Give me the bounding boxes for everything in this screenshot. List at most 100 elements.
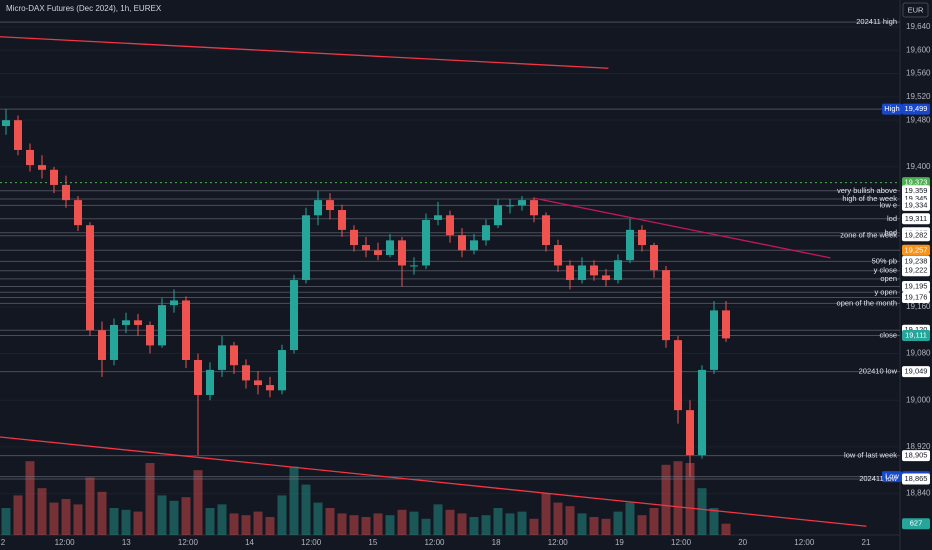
price-tag: [882, 103, 902, 115]
volume-bar: [1, 508, 11, 535]
candle-body: [350, 229, 358, 246]
x-tick-label: 12:00: [178, 538, 199, 547]
volume-bar: [13, 495, 23, 535]
candle-body: [230, 345, 238, 366]
price-box: [902, 265, 930, 277]
candle-body: [290, 280, 298, 351]
volume-box: [902, 518, 930, 530]
level-label: y close: [874, 266, 897, 275]
trendline: [0, 36, 609, 69]
volume-bar: [121, 509, 131, 535]
level-label: hod: [884, 228, 897, 237]
x-tick-label: 15: [368, 538, 377, 547]
volume-bar: [277, 495, 287, 535]
candle-body: [62, 184, 70, 201]
price-box: [902, 199, 930, 211]
candle-body: [446, 215, 454, 236]
y-tick-label: 19,560: [906, 69, 931, 78]
candle-body: [206, 369, 214, 395]
y-tick-label: 19,400: [906, 162, 931, 171]
candle-body: [2, 120, 10, 127]
candle-body: [362, 245, 370, 251]
candles-layer: [2, 109, 730, 477]
volume-bar: [85, 477, 95, 535]
volume-bar: [613, 511, 623, 535]
candle-body: [110, 324, 118, 360]
price-box: [902, 230, 930, 242]
volume-bar: [457, 513, 467, 535]
y-tick-label: 18,920: [906, 442, 931, 451]
volume-bar: [37, 488, 47, 535]
candle-body: [422, 219, 430, 266]
volume-bar: [97, 491, 107, 535]
price-box-label: 19,111: [905, 330, 927, 339]
price-box-label: 18,865: [905, 474, 928, 483]
y-tick-label: 19,480: [906, 115, 931, 124]
candle-body: [674, 340, 682, 411]
volume-bar: [553, 502, 563, 535]
volume-bar: [193, 470, 203, 535]
volume-bar: [721, 523, 731, 535]
price-box: [902, 103, 930, 115]
candle-body: [566, 265, 574, 281]
volume-bar: [445, 509, 455, 535]
candle-body: [146, 324, 154, 346]
candle-body: [98, 330, 106, 360]
level-label: 202410 low: [859, 367, 898, 376]
candle-body: [302, 215, 310, 281]
volume-bar: [517, 511, 527, 535]
x-tick-label: 12:00: [301, 538, 322, 547]
volume-bar: [61, 499, 71, 535]
level-label: 202411 high: [856, 17, 897, 26]
candle-body: [518, 200, 526, 206]
volume-bar: [133, 511, 143, 535]
volume-bar: [253, 511, 263, 535]
candle-body: [710, 310, 718, 370]
chart-title: Micro-DAX Futures (Dec 2024), 1h, EUREX: [6, 4, 162, 13]
level-label: lod: [887, 214, 897, 223]
volume-bar: [289, 466, 299, 535]
x-tick-label: 21: [862, 538, 871, 547]
volume-bar: [241, 515, 251, 535]
candle-body: [26, 149, 34, 166]
price-box: [902, 450, 930, 462]
trendline: [535, 197, 831, 259]
level-label: high of the week: [842, 194, 897, 203]
y-tick-label: 18,840: [906, 489, 931, 498]
candle-body: [662, 270, 670, 341]
level-label: open of the month: [837, 298, 897, 307]
candle-body: [122, 320, 130, 325]
y-tick-label: 19,160: [906, 302, 931, 311]
volume-bar: [205, 508, 215, 535]
volume-bar: [181, 497, 191, 535]
candle-body: [194, 359, 202, 395]
volume-bar: [109, 508, 119, 535]
volume-bar: [673, 461, 683, 535]
price-tag-label: High: [884, 104, 899, 113]
level-label: zone of the week: [840, 231, 897, 240]
y-tick-label: 19,000: [906, 395, 931, 404]
price-box: [902, 473, 930, 485]
y-tick-label: 19,520: [906, 92, 931, 101]
volume-bar: [265, 517, 275, 535]
candle-body: [398, 240, 406, 266]
price-box-label: 18,905: [905, 451, 928, 460]
trendlines-layer: [0, 36, 867, 527]
price-box-label: 19,257: [905, 245, 928, 254]
volume-bar: [421, 518, 431, 535]
volume-bar: [685, 463, 695, 535]
candle-body: [86, 225, 94, 331]
candle-body: [170, 300, 178, 306]
volume-bar: [637, 515, 647, 535]
level-label: close: [879, 330, 897, 339]
candle-body: [470, 240, 478, 251]
candle-body: [698, 369, 706, 456]
volume-bar: [649, 508, 659, 535]
candle-body: [590, 265, 598, 276]
currency-button-label[interactable]: EUR: [908, 5, 924, 14]
currency-button[interactable]: [902, 2, 929, 18]
x-tick-label: 2: [1, 538, 6, 547]
volume-bar: [589, 517, 599, 535]
price-box-label: 19,311: [905, 214, 927, 223]
